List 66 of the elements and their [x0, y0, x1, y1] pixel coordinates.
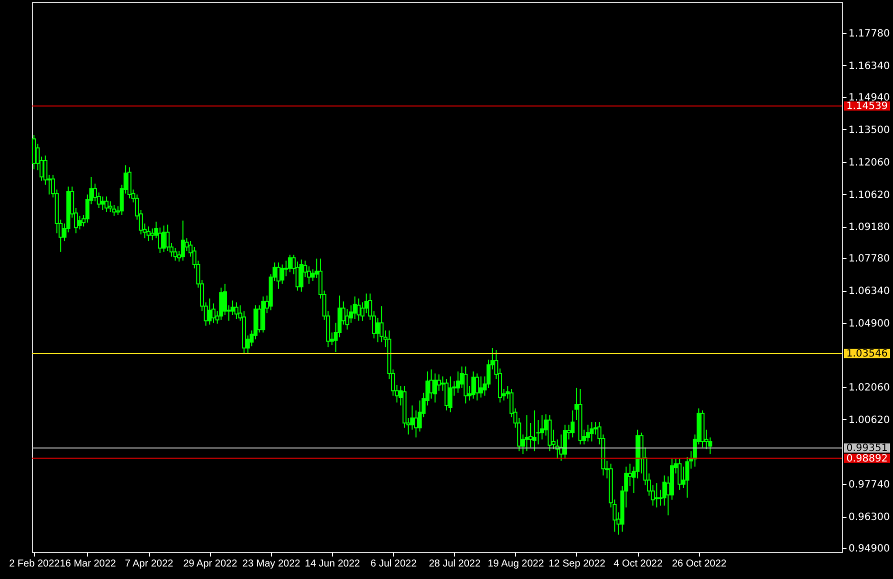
- y-tick-label: 1.16340: [848, 60, 890, 72]
- x-tick-label: 4 Oct 2022: [614, 558, 663, 570]
- y-tick-label: 1.02060: [848, 382, 890, 394]
- y-tick-label: 1.06340: [848, 286, 890, 298]
- x-tick-label: 12 Sep 2022: [548, 558, 606, 570]
- y-tick-label: 0.97740: [848, 480, 890, 491]
- y-tick-label: 0.96300: [848, 512, 890, 524]
- candlestick: [234, 302, 238, 320]
- ref-line-label: 1.03546: [846, 348, 888, 360]
- x-tick-label: 2 Feb 2022: [9, 558, 60, 570]
- y-tick-label: 1.00620: [848, 414, 890, 426]
- candlestick: [678, 458, 682, 490]
- candlestick: [654, 482, 659, 508]
- y-tick-label: 1.12060: [848, 157, 890, 168]
- y-tick-label: 1.17780: [848, 28, 890, 40]
- candlestick: [414, 410, 418, 438]
- y-tick-label: 1.04900: [848, 318, 890, 330]
- candlestick: [78, 215, 82, 230]
- candlestick: [444, 378, 449, 411]
- y-tick-label: 1.07780: [848, 254, 890, 265]
- candlestick: [211, 302, 216, 324]
- candlestick: [146, 226, 151, 242]
- candlestick: [280, 264, 284, 284]
- ref-line-label: 1.14539: [846, 101, 888, 112]
- candlestick: [208, 298, 212, 326]
- candlestick: [436, 374, 441, 392]
- x-tick-label: 19 Aug 2022: [488, 558, 544, 570]
- candlestick: [104, 196, 109, 213]
- candlestick: [380, 306, 384, 343]
- x-tick-label: 26 Oct 2022: [672, 558, 727, 570]
- candlestick: [276, 262, 280, 290]
- candlestick: [299, 259, 304, 292]
- candlestick: [524, 414, 529, 452]
- candlestick: [180, 220, 185, 262]
- candlestick: [570, 410, 575, 438]
- candlestick: [456, 370, 460, 394]
- y-tick-label: 1.10620: [848, 190, 890, 201]
- candlestick: [127, 166, 132, 199]
- candlestick: [108, 200, 112, 213]
- ref-line-label: 0.99351: [846, 442, 888, 454]
- candlestick: [150, 228, 154, 241]
- candlestick: [590, 422, 594, 442]
- y-tick-label: 0.94900: [848, 544, 890, 555]
- x-tick-label: 16 Mar 2022: [60, 558, 116, 570]
- candlestick: [478, 376, 483, 398]
- x-tick-label: 6 Jul 2022: [370, 558, 418, 570]
- x-tick-label: 28 Jul 2022: [428, 558, 481, 570]
- candlestick: [475, 372, 480, 401]
- x-tick-label: 23 May 2022: [242, 558, 301, 570]
- x-tick-label: 14 Jun 2022: [304, 558, 360, 570]
- candlestick: [464, 366, 468, 404]
- candlestick: [356, 298, 361, 322]
- candlestick: [586, 424, 590, 442]
- y-tick-label: 1.13500: [848, 124, 890, 136]
- ref-line-label: 0.98892: [846, 453, 888, 464]
- candlestick: [433, 372, 438, 404]
- candlestick: [448, 376, 452, 413]
- x-tick-label: 7 Apr 2022: [124, 558, 174, 570]
- candlestick: [410, 404, 414, 430]
- x-tick-label: 29 Apr 2022: [183, 558, 238, 570]
- candlestick: [100, 196, 105, 211]
- candlestick: [112, 204, 116, 216]
- y-tick-label: 1.09180: [848, 222, 890, 234]
- candlestick: [219, 287, 224, 320]
- candlestick: [532, 410, 536, 452]
- candlestick: [562, 424, 567, 460]
